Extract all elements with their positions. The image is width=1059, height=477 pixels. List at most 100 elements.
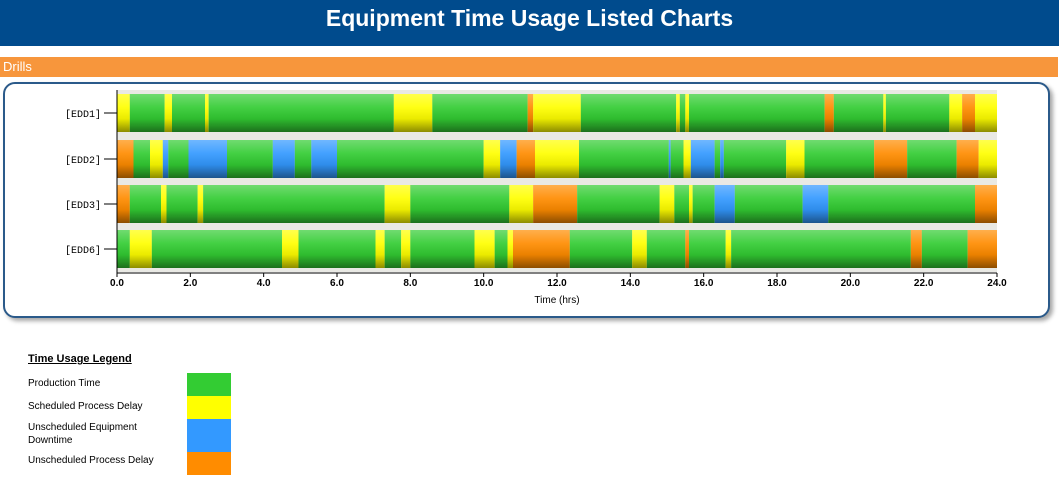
x-tick-label: 20.0 [841, 278, 861, 289]
legend-swatch-production [187, 373, 231, 396]
legend-swatch-unscheduled-equipment-downtime [187, 419, 231, 452]
segment-shading [978, 140, 997, 178]
segment-shading [129, 185, 161, 223]
x-tick-label: 10.0 [474, 278, 494, 289]
segment-shading [689, 185, 693, 223]
segment-shading [689, 230, 726, 268]
x-tick-label: 22.0 [914, 278, 934, 289]
segment-shading [802, 185, 829, 223]
x-tick-label: 16.0 [694, 278, 714, 289]
segment-shading [824, 94, 834, 132]
segment-shading [885, 94, 950, 132]
x-tick-label: 0.0 [110, 278, 124, 289]
segment-shading [172, 94, 205, 132]
segment-shading [129, 230, 152, 268]
segment-shading [874, 140, 908, 178]
segment-shading [685, 230, 689, 268]
segment-shading [683, 140, 691, 178]
segment-shading [507, 230, 513, 268]
segment-shading [962, 94, 975, 132]
segment-shading [161, 185, 167, 223]
segment-shading [804, 140, 875, 178]
legend-label: Scheduled Process Delay [28, 401, 143, 412]
segment-shading [410, 185, 510, 223]
segment-shading [720, 140, 724, 178]
segment-shading [129, 94, 165, 132]
segment-shading [668, 140, 671, 178]
segment-shading [975, 94, 997, 132]
segment-shading [298, 230, 376, 268]
legend-item-production: Production Time [28, 373, 268, 396]
segment-shading [500, 140, 517, 178]
segment-shading [117, 185, 130, 223]
segment-shading [205, 94, 209, 132]
x-tick-label: 8.0 [403, 278, 417, 289]
segment-shading [311, 140, 337, 178]
legend-label: Production Time [28, 378, 101, 389]
segment-shading [723, 140, 787, 178]
segment-shading [133, 140, 150, 178]
segment-shading [646, 230, 686, 268]
segment-shading [384, 230, 402, 268]
legend-label: Unscheduled Process Delay [28, 455, 154, 466]
segment-shading [674, 185, 689, 223]
legend-swatch-unscheduled-process-delay [187, 452, 231, 475]
segment-shading [513, 230, 570, 268]
segment-shading [117, 140, 134, 178]
segment-shading [533, 94, 581, 132]
x-tick-label: 4.0 [257, 278, 271, 289]
category-label: [EDD3] [65, 200, 101, 212]
segment-shading [690, 140, 715, 178]
segment-shading [577, 185, 660, 223]
legend-label: Unscheduled Equipment Downtime [28, 422, 137, 446]
category-label: [EDD1] [65, 109, 101, 121]
legend-item-unscheduled-equipment-downtime: Unscheduled Equipment Downtime [28, 419, 268, 452]
segment-shading [910, 230, 922, 268]
section-label: Drills [3, 59, 32, 74]
segment-shading [117, 230, 130, 268]
segment-shading [714, 185, 735, 223]
segment-shading [689, 94, 825, 132]
segment-shading [714, 140, 721, 178]
segment-shading [579, 140, 669, 178]
segment-shading [949, 94, 963, 132]
page-header: Equipment Time Usage Listed Charts [0, 0, 1059, 46]
segment-shading [384, 185, 411, 223]
legend-item-scheduled-process-delay: Scheduled Process Delay [28, 396, 268, 419]
x-tick-label: 12.0 [547, 278, 567, 289]
segment-shading [659, 185, 675, 223]
segment-shading [670, 140, 684, 178]
legend-swatch-scheduled-process-delay [187, 396, 231, 419]
segment-shading [166, 185, 198, 223]
segment-shading [151, 230, 282, 268]
segment-shading [833, 94, 884, 132]
segment-shading [535, 140, 579, 178]
segment-shading [337, 140, 484, 178]
segment-shading [410, 230, 475, 268]
segment-shading [474, 230, 495, 268]
segment-shading [883, 94, 886, 132]
segment-shading [516, 140, 535, 178]
segment-shading [150, 140, 163, 178]
segment-shading [203, 185, 385, 223]
category-label: [EDD2] [65, 155, 101, 167]
segment-shading [164, 94, 172, 132]
x-tick-label: 2.0 [183, 278, 197, 289]
segment-shading [188, 140, 227, 178]
x-tick-label: 24.0 [987, 278, 1007, 289]
segment-shading [685, 94, 689, 132]
legend-item-unscheduled-process-delay: Unscheduled Process Delay [28, 452, 268, 475]
segment-shading [294, 140, 312, 178]
x-tick-label: 14.0 [621, 278, 641, 289]
segment-shading [208, 94, 394, 132]
section-header-drills[interactable]: Drills [0, 57, 1058, 77]
segment-shading [907, 140, 957, 178]
segment-shading [272, 140, 295, 178]
segment-shading [527, 94, 534, 132]
x-tick-label: 6.0 [330, 278, 344, 289]
segment-shading [282, 230, 299, 268]
x-tick-label: 18.0 [767, 278, 787, 289]
segment-shading [786, 140, 805, 178]
legend-title: Time Usage Legend [28, 353, 132, 365]
chart-axes: [EDD1] [EDD2] [EDD3] [EDD6] 0.0 2.0 4.0 6.0 8.0 1… [65, 90, 1007, 306]
